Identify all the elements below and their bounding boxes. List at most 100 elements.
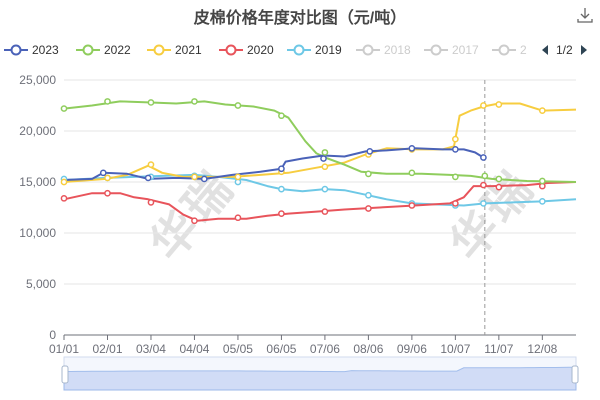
data-point-2020 — [234, 214, 242, 222]
y-tick-label: 10,000 — [19, 226, 56, 240]
data-point-2023 — [320, 155, 327, 162]
download-icon[interactable] — [576, 6, 594, 24]
data-point-2022 — [365, 170, 372, 178]
legend-symbol-icon — [287, 44, 311, 56]
data-point-2021 — [321, 163, 329, 171]
x-tick-label: 03/04 — [136, 342, 166, 356]
data-point-2020 — [365, 205, 372, 212]
data-point-2022 — [495, 175, 503, 183]
zoom-handle-right[interactable] — [571, 365, 579, 384]
data-point-2019 — [480, 200, 487, 207]
legend-symbol-icon — [147, 44, 171, 56]
x-tick-label: 06/05 — [266, 342, 296, 356]
zoom-preview-area — [63, 366, 577, 391]
legend-label: 2023 — [32, 43, 59, 57]
data-point-2021 — [234, 173, 242, 181]
y-tick-label: 15,000 — [19, 175, 56, 189]
prev-page-icon[interactable] — [540, 44, 550, 56]
data-point-2022 — [452, 173, 459, 181]
data-point-2019 — [278, 185, 285, 193]
y-tick-label: 25,000 — [19, 73, 56, 87]
legend-symbol-icon — [76, 44, 100, 56]
legend-symbol-icon — [492, 44, 516, 56]
legend-item-2020[interactable]: 2020 — [219, 40, 274, 60]
data-point-2021 — [147, 161, 155, 169]
data-point-2022 — [321, 149, 329, 156]
data-point-2019 — [365, 191, 372, 199]
next-page-icon[interactable] — [579, 44, 589, 56]
y-tick-label: 20,000 — [19, 124, 56, 138]
legend-label: 2017 — [452, 43, 479, 57]
data-point-2020 — [147, 199, 155, 206]
legend: 2023 2022 2021 2020 2019 2018 2017 2 — [4, 40, 600, 60]
data-point-2020 — [191, 217, 198, 225]
legend-pager: 1/2 — [540, 40, 589, 60]
series-line-2023 — [63, 147, 484, 181]
data-point-2021 — [191, 173, 198, 181]
legend-item-2019[interactable]: 2019 — [287, 40, 342, 60]
x-tick-label: 08/06 — [353, 342, 383, 356]
x-tick-label: 02/01 — [92, 342, 122, 356]
chart-title: 皮棉价格年度对比图（元/吨） — [193, 10, 407, 27]
data-point-2020 — [321, 208, 329, 215]
data-point-2021 — [60, 178, 68, 186]
data-point-2023 — [278, 165, 285, 173]
legend-label: 2019 — [315, 43, 342, 57]
legend-item-2017[interactable]: 2017 — [424, 40, 479, 60]
data-point-2023 — [480, 154, 487, 161]
y-tick-label: 5,000 — [26, 277, 56, 291]
data-point-2022 — [191, 98, 198, 105]
data-point-2021 — [538, 107, 546, 114]
zoom-handle-left[interactable] — [61, 365, 69, 384]
data-point-2021 — [495, 101, 503, 108]
legend-symbol-icon — [356, 44, 380, 56]
x-tick-label: 11/07 — [484, 342, 513, 356]
data-point-2022 — [408, 169, 416, 177]
data-point-2022 — [278, 112, 285, 120]
data-point-2022 — [234, 102, 242, 109]
legend-item-2023[interactable]: 2023 — [4, 40, 59, 60]
x-tick-label: 05/05 — [223, 342, 253, 356]
data-point-2023 — [144, 174, 152, 182]
legend-label: 2018 — [384, 43, 411, 57]
data-point-2019 — [321, 185, 329, 193]
legend-item-2022[interactable]: 2022 — [76, 40, 131, 60]
legend-symbol-icon — [4, 44, 28, 56]
series-line-2022 — [63, 100, 577, 183]
legend-item-2021[interactable]: 2021 — [147, 40, 202, 60]
data-point-2021 — [452, 135, 459, 143]
data-point-2022 — [104, 98, 111, 105]
legend-label: 2021 — [175, 43, 202, 57]
data-point-2023 — [366, 148, 374, 155]
legend-symbol-icon — [424, 44, 448, 56]
legend-item-truncated[interactable]: 2 — [492, 40, 528, 60]
legend-symbol-icon — [219, 44, 243, 56]
data-zoom-slider[interactable] — [61, 356, 579, 391]
data-point-2020 — [495, 183, 503, 191]
data-point-2020 — [452, 200, 459, 207]
series-line-2021 — [63, 102, 577, 183]
x-tick-label: 04/04 — [179, 342, 209, 356]
data-point-2020 — [278, 210, 285, 217]
x-tick-label: 07/06 — [310, 342, 340, 356]
x-tick-label: 09/06 — [397, 342, 427, 356]
legend-label: 2 — [520, 43, 527, 57]
legend-item-2018[interactable]: 2018 — [356, 40, 411, 60]
data-point-2021 — [480, 102, 487, 109]
data-point-2019 — [538, 198, 546, 205]
data-point-2023 — [452, 146, 459, 153]
data-point-2023 — [408, 144, 416, 152]
y-tick-label: 0 — [49, 328, 56, 342]
series-line-2020 — [63, 181, 577, 222]
x-tick-label: 10/07 — [440, 342, 470, 356]
legend-label: 2022 — [104, 43, 131, 57]
data-point-2022 — [481, 172, 489, 180]
data-point-2022 — [538, 177, 546, 185]
data-point-2020 — [480, 181, 487, 189]
data-point-2022 — [60, 105, 68, 112]
data-point-2022 — [147, 99, 155, 106]
x-tick-label: 12/08 — [527, 342, 557, 356]
data-point-2023 — [99, 169, 107, 177]
legend-label: 2020 — [247, 43, 274, 57]
